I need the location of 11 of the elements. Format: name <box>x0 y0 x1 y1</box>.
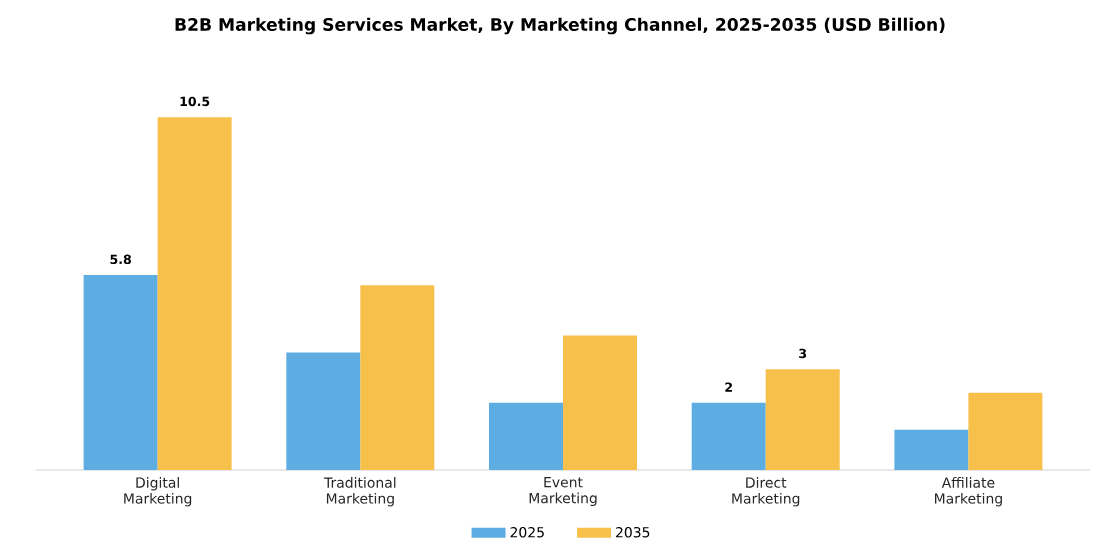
bar <box>563 335 638 470</box>
bar <box>360 285 435 470</box>
bar <box>157 117 232 470</box>
bar <box>489 402 564 470</box>
bar <box>691 402 766 470</box>
bar <box>968 392 1043 470</box>
bar <box>286 352 361 470</box>
chart-title: B2B Marketing Services Market, By Marketing Channel, 2025-2035 (USD Billion) <box>175 17 945 35</box>
bar <box>894 429 969 470</box>
bar <box>765 369 840 470</box>
bar <box>83 275 158 470</box>
